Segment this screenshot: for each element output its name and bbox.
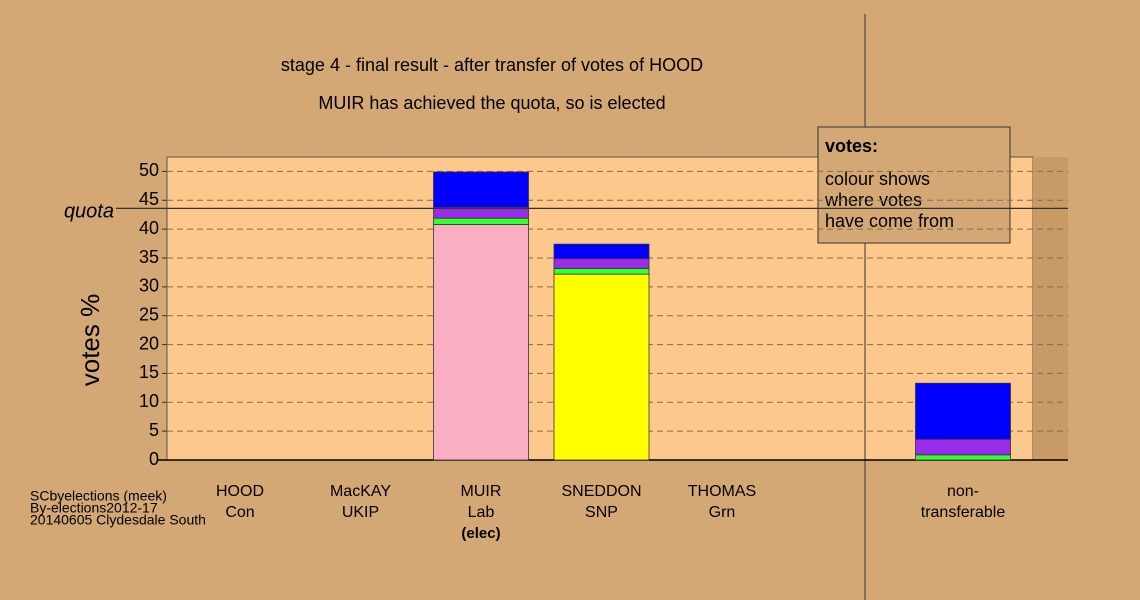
x-tick-label: Grn: [709, 504, 736, 521]
x-tick-label: UKIP: [342, 504, 379, 521]
x-tick-label: HOOD: [216, 483, 264, 500]
bar-segment: [433, 224, 529, 461]
bar-segment: [915, 438, 1011, 456]
bar-segment: [553, 243, 650, 259]
y-tick-label: 40: [139, 218, 159, 238]
y-tick-label: 20: [139, 333, 159, 353]
bar-segment: [553, 258, 650, 269]
bar-segment: [915, 454, 1011, 461]
footer-note: SCbyelections (meek): [30, 488, 167, 504]
y-tick-label: 15: [139, 362, 159, 382]
bar-segment: [553, 267, 650, 275]
info-line: colour shows: [825, 169, 930, 189]
y-axis-label: votes %: [75, 294, 105, 387]
quota-label: quota: [64, 201, 114, 223]
x-tick-label: SNEDDON: [561, 483, 641, 500]
plot-margin: [1033, 157, 1068, 460]
y-tick-label: 50: [139, 160, 159, 180]
bar-segment: [433, 217, 529, 225]
info-line: where votes: [824, 190, 922, 210]
y-tick-label: 30: [139, 276, 159, 296]
bar-segment: [915, 382, 1011, 440]
info-box: [817, 126, 1011, 244]
x-tick-label: Lab: [468, 504, 495, 521]
x-tick-label: non-: [947, 483, 979, 500]
y-tick-label: 5: [149, 420, 159, 440]
x-tick-label: Con: [225, 504, 254, 521]
info-title: votes:: [825, 136, 878, 156]
bar-segment: [433, 171, 529, 208]
chart-subtitle: MUIR has achieved the quota, so is elect…: [318, 93, 665, 113]
y-tick-label: 10: [139, 391, 159, 411]
bar-segment: [553, 273, 650, 461]
x-tick-label: SNP: [585, 504, 618, 521]
x-tick-label: MacKAY: [330, 483, 391, 500]
x-tick-label: (elec): [461, 525, 500, 542]
info-line: have come from: [825, 211, 954, 231]
x-tick-label: THOMAS: [688, 483, 756, 500]
y-tick-label: 35: [139, 247, 159, 267]
y-tick-label: 25: [139, 304, 159, 324]
x-tick-label: transferable: [921, 504, 1006, 521]
footer-note: 20140605 Clydesdale South: [30, 512, 206, 528]
y-tick-label: 0: [149, 449, 159, 469]
x-tick-label: MUIR: [461, 483, 502, 500]
chart-title: stage 4 - final result - after transfer …: [281, 55, 703, 75]
footer-note: By-elections2012-17: [30, 500, 158, 516]
y-tick-label: 45: [139, 189, 159, 209]
